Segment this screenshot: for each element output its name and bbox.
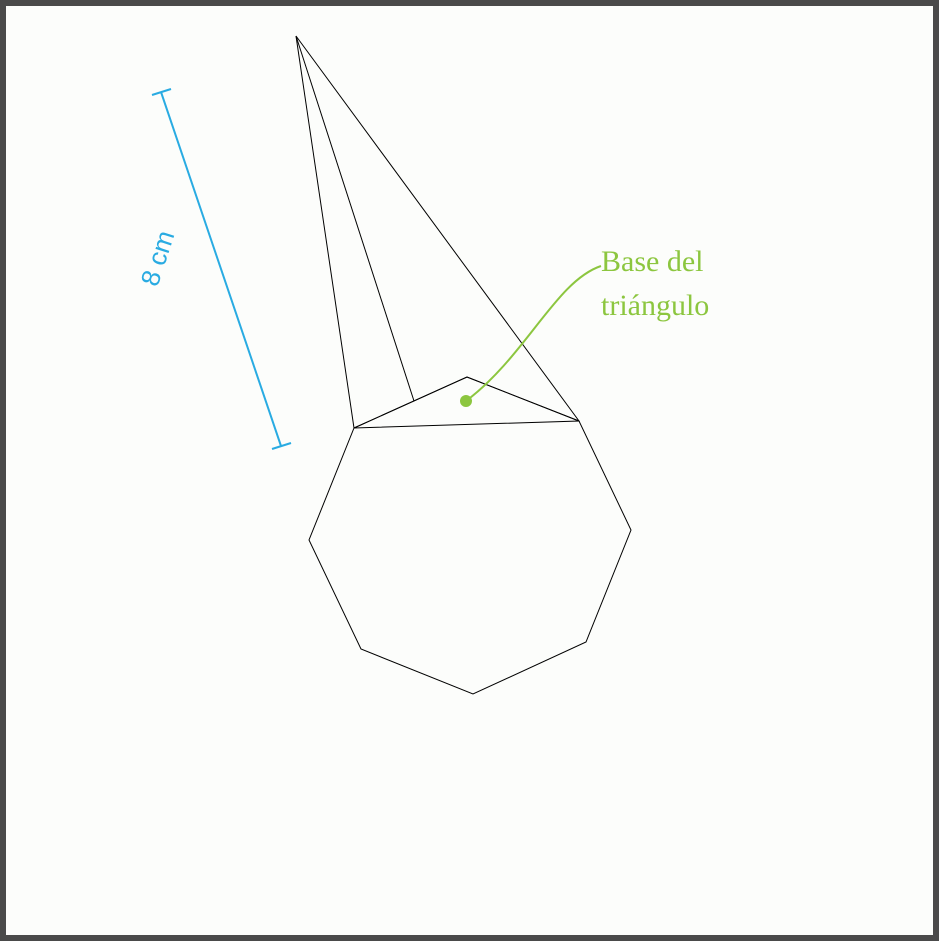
- annotation-curve: [466, 266, 601, 401]
- annotation-label-line1: Base del: [601, 245, 703, 278]
- triangle-outer: [296, 36, 579, 428]
- triangle-inner-line-2: [467, 377, 579, 421]
- dimension-label: 8 cm: [134, 227, 180, 290]
- diagram-canvas: 8 cm Base del triángulo: [6, 6, 933, 935]
- annotation-dot: [460, 395, 472, 407]
- dimension-cap-bottom: [272, 443, 291, 449]
- dimension-line: [161, 92, 281, 446]
- triangle-inner-line-3: [296, 36, 414, 401]
- triangle-inner-line-1: [354, 377, 467, 428]
- annotation-label-line2: triángulo: [601, 289, 709, 322]
- diagram-svg: 8 cm Base del triángulo: [6, 6, 933, 935]
